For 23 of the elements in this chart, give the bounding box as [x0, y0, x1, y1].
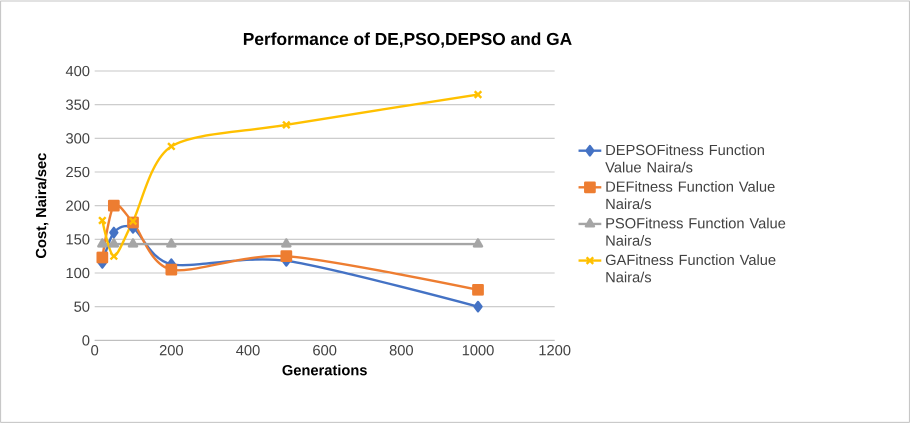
chart-title: Performance of DE,PSO,DEPSO and GA	[244, 32, 572, 48]
y-tick-label: 250	[66, 166, 90, 178]
y-tick-label: 100	[66, 268, 90, 278]
y-axis-title: Cost, Naira/sec	[35, 153, 48, 258]
y-tick-label: 200	[66, 200, 90, 211]
y-tick-label: 400	[66, 66, 90, 76]
y-tick-label: 300	[66, 133, 90, 144]
x-tick-label: 400	[236, 345, 260, 356]
y-tick-label: 350	[66, 99, 90, 110]
x-tick-label: 200	[160, 345, 183, 356]
y-tick-label: 150	[66, 234, 90, 245]
legend-label: DEPSOFitness Function Value Naira/s	[605, 144, 764, 173]
legend-label: DEFitness Function Value Naira/s	[606, 181, 775, 210]
x-tick-label: 0	[91, 345, 98, 356]
x-tick-label: 800	[390, 345, 413, 356]
legend-label: PSOFitness Function Value Naira/s	[606, 218, 786, 246]
y-tick-label: 50	[74, 301, 90, 312]
x-axis-title: Generations	[282, 364, 367, 376]
x-tick-label: 1000	[462, 345, 494, 356]
x-tick-label: 600	[313, 345, 336, 356]
x-tick-label: 1200	[539, 345, 570, 356]
y-tick-label: 0	[82, 335, 90, 346]
legend-label: GAFitness Function Value Naira/s	[606, 254, 776, 282]
